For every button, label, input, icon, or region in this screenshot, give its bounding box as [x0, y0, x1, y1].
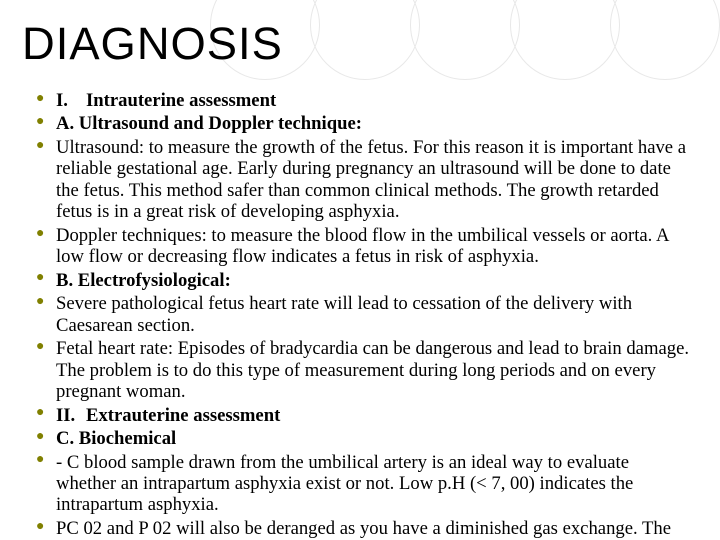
content-area: I.Intrauterine assessment A. Ultrasound … [36, 90, 692, 522]
list-item: Severe pathological fetus heart rate wil… [36, 293, 692, 336]
list-item: A. Ultrasound and Doppler technique: [36, 113, 692, 134]
list-item: I.Intrauterine assessment [36, 90, 692, 111]
list-item: C. Biochemical [36, 428, 692, 449]
list-item: B. Electrofysiological: [36, 270, 692, 291]
list-item: Ultrasound: to measure the growth of the… [36, 137, 692, 223]
list-item: II.Extrauterine assessment [36, 405, 692, 426]
bg-circle [510, 0, 620, 80]
list-item: PC 02 and P 02 will also be deranged as … [36, 518, 692, 540]
bg-circle [610, 0, 720, 80]
bullet-list: I.Intrauterine assessment A. Ultrasound … [36, 90, 692, 540]
list-item: Doppler techniques: to measure the blood… [36, 225, 692, 268]
bg-circle [410, 0, 520, 80]
bg-circle [310, 0, 420, 80]
list-item: - C blood sample drawn from the umbilica… [36, 452, 692, 516]
slide-title: DIAGNOSIS [22, 18, 283, 70]
list-item: Fetal heart rate: Episodes of bradycardi… [36, 338, 692, 402]
